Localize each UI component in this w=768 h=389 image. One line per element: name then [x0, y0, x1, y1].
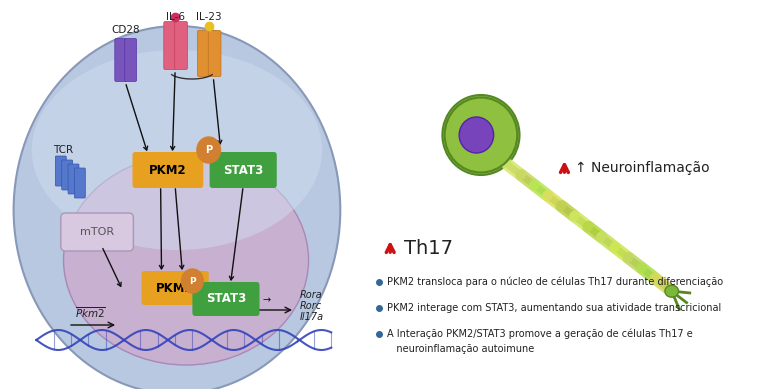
FancyBboxPatch shape	[141, 271, 209, 305]
Polygon shape	[461, 132, 483, 141]
FancyBboxPatch shape	[192, 282, 260, 316]
Polygon shape	[474, 127, 502, 161]
FancyBboxPatch shape	[61, 213, 134, 251]
FancyBboxPatch shape	[55, 156, 66, 186]
Ellipse shape	[665, 285, 678, 297]
FancyBboxPatch shape	[208, 30, 221, 77]
Polygon shape	[472, 107, 492, 144]
Text: ↑ Neuroinflamação: ↑ Neuroinflamação	[575, 161, 710, 175]
Circle shape	[181, 269, 204, 293]
Text: IL-6: IL-6	[166, 12, 184, 22]
Text: P: P	[205, 145, 212, 155]
Polygon shape	[472, 125, 490, 156]
FancyBboxPatch shape	[114, 39, 127, 82]
Text: Th17: Th17	[404, 238, 453, 258]
Polygon shape	[476, 115, 513, 140]
Text: neuroinflamação autoimune: neuroinflamação autoimune	[386, 344, 534, 354]
Circle shape	[197, 137, 220, 163]
FancyBboxPatch shape	[174, 21, 187, 70]
Polygon shape	[472, 125, 490, 165]
Text: CD28: CD28	[111, 25, 140, 35]
Text: mTOR: mTOR	[80, 227, 114, 237]
Polygon shape	[460, 112, 488, 142]
Polygon shape	[476, 130, 507, 151]
FancyBboxPatch shape	[68, 164, 79, 194]
Text: Rorc: Rorc	[300, 301, 322, 311]
Text: Rora: Rora	[300, 290, 323, 300]
Text: STAT3: STAT3	[223, 163, 263, 177]
Ellipse shape	[442, 95, 519, 175]
Text: A Interação PKM2/STAT3 promove a geração de células Th17 e: A Interação PKM2/STAT3 promove a geração…	[386, 329, 692, 339]
Ellipse shape	[64, 155, 309, 365]
Text: $\overrightarrow{}$: $\overrightarrow{}$	[263, 295, 273, 305]
Text: P: P	[189, 277, 196, 286]
FancyBboxPatch shape	[61, 160, 73, 190]
Ellipse shape	[459, 117, 494, 153]
Text: IL-23: IL-23	[196, 12, 221, 22]
Ellipse shape	[14, 26, 340, 389]
Polygon shape	[479, 133, 515, 142]
Text: STAT3: STAT3	[206, 293, 246, 305]
Text: TCR: TCR	[53, 145, 73, 155]
FancyBboxPatch shape	[74, 168, 85, 198]
FancyBboxPatch shape	[197, 30, 210, 77]
FancyBboxPatch shape	[210, 152, 276, 188]
Polygon shape	[466, 129, 487, 148]
Text: Il17a: Il17a	[300, 312, 323, 322]
FancyBboxPatch shape	[124, 39, 137, 82]
Polygon shape	[472, 110, 489, 144]
Text: PKM2: PKM2	[157, 282, 194, 294]
Text: $\overline{Pkm2}$: $\overline{Pkm2}$	[75, 305, 106, 320]
FancyBboxPatch shape	[164, 21, 177, 70]
Ellipse shape	[31, 50, 322, 250]
Polygon shape	[460, 125, 485, 139]
Ellipse shape	[445, 98, 518, 172]
Text: PKM2: PKM2	[149, 163, 187, 177]
Text: PKM2 interage com STAT3, aumentando sua atividade transcricional: PKM2 interage com STAT3, aumentando sua …	[386, 303, 721, 313]
FancyBboxPatch shape	[133, 152, 204, 188]
Text: PKM2 transloca para o núcleo de células Th17 durante diferenciação: PKM2 transloca para o núcleo de células …	[386, 277, 723, 287]
